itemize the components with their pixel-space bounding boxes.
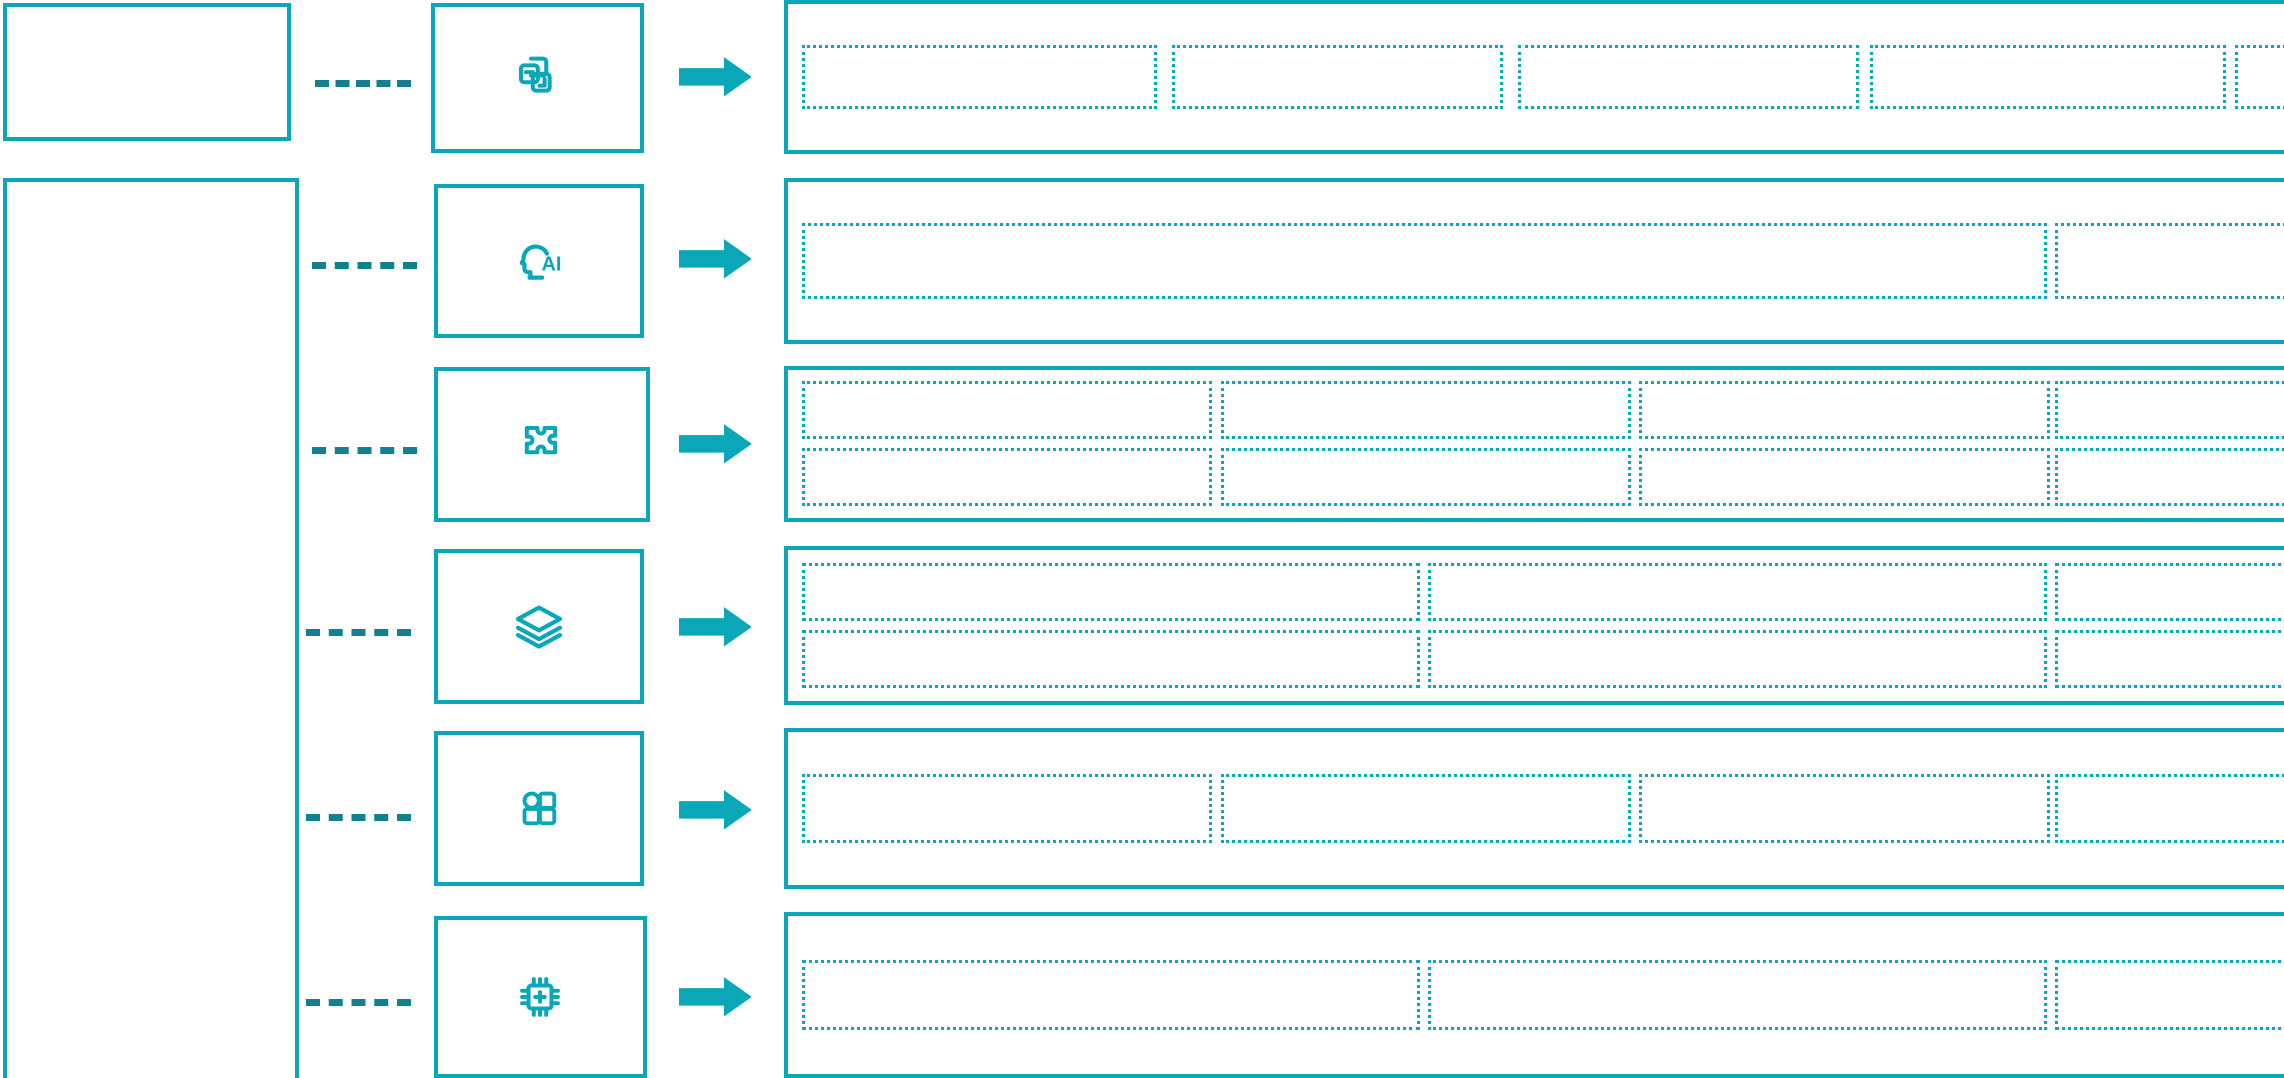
placeholder-slot[interactable] xyxy=(801,45,1158,110)
flow-arrow-row-3 xyxy=(678,422,752,466)
placeholder-slot[interactable] xyxy=(2055,380,2284,440)
left-group-container-group-main xyxy=(2,177,299,1078)
overlapping-windows-icon xyxy=(510,51,564,105)
content-panel-row-4 xyxy=(783,546,2284,706)
icon-tile-row-2[interactable]: AI xyxy=(434,183,644,338)
dashed-connector-connector-4 xyxy=(305,629,411,637)
placeholder-slot[interactable] xyxy=(1220,380,1631,440)
placeholder-slot[interactable] xyxy=(1428,959,2047,1030)
puzzle-piece-icon xyxy=(515,417,569,471)
placeholder-slot[interactable] xyxy=(801,959,1420,1030)
placeholder-slot[interactable] xyxy=(1220,447,1631,507)
placeholder-slot[interactable] xyxy=(801,222,2047,299)
icon-tile-row-3[interactable] xyxy=(434,367,650,522)
flow-arrow-row-4 xyxy=(678,605,752,649)
placeholder-slot[interactable] xyxy=(1220,773,1631,844)
svg-text:AI: AI xyxy=(541,253,561,275)
placeholder-slot[interactable] xyxy=(1171,45,1504,110)
panel-slot-row xyxy=(801,222,2284,299)
placeholder-slot[interactable] xyxy=(2055,222,2284,299)
placeholder-slot[interactable] xyxy=(2055,773,2284,844)
dashed-connector-connector-6 xyxy=(305,999,411,1007)
placeholder-slot[interactable] xyxy=(1639,447,2050,507)
app-grid-icon xyxy=(513,782,565,834)
placeholder-slot[interactable] xyxy=(1639,773,2050,844)
content-panel-row-6 xyxy=(783,911,2284,1078)
flow-arrow-row-2 xyxy=(678,237,752,281)
placeholder-slot[interactable] xyxy=(801,563,1420,622)
dashed-connector-connector-5 xyxy=(305,814,411,822)
placeholder-slot[interactable] xyxy=(2055,447,2284,507)
panel-slot-row xyxy=(801,380,2284,440)
placeholder-slot[interactable] xyxy=(2234,45,2284,110)
dashed-connector-connector-2 xyxy=(311,262,417,270)
icon-tile-row-6[interactable] xyxy=(434,916,647,1078)
placeholder-slot[interactable] xyxy=(801,773,1212,844)
flow-arrow-row-1 xyxy=(678,55,752,99)
left-group-container-group-top xyxy=(2,2,292,142)
content-panel-row-5 xyxy=(783,728,2284,889)
flow-arrow-row-6 xyxy=(678,975,752,1019)
placeholder-slot[interactable] xyxy=(801,380,1212,440)
dashed-connector-connector-3 xyxy=(311,447,417,455)
placeholder-slot[interactable] xyxy=(2055,563,2284,622)
placeholder-slot[interactable] xyxy=(801,447,1212,507)
panel-slot-row xyxy=(801,447,2284,507)
panel-slot-row xyxy=(801,630,2284,689)
content-panel-row-2 xyxy=(783,177,2284,344)
content-panel-row-3 xyxy=(783,365,2284,522)
placeholder-slot[interactable] xyxy=(1428,630,2047,689)
icon-tile-row-1[interactable] xyxy=(431,2,644,153)
placeholder-slot[interactable] xyxy=(1517,45,1859,110)
panel-slot-row xyxy=(801,45,2284,110)
panel-slot-row xyxy=(801,563,2284,622)
content-panel-row-1 xyxy=(783,0,2284,155)
ai-head-profile-icon: AI xyxy=(511,233,567,289)
placeholder-slot[interactable] xyxy=(1428,563,2047,622)
cpu-chip-plus-icon xyxy=(513,970,567,1024)
flow-arrow-row-5 xyxy=(678,788,752,832)
panel-slot-row xyxy=(801,773,2284,844)
dashed-connector-connector-1 xyxy=(314,80,411,88)
placeholder-slot[interactable] xyxy=(1639,380,2050,440)
layers-stack-icon xyxy=(511,598,567,654)
placeholder-slot[interactable] xyxy=(1870,45,2226,110)
placeholder-slot[interactable] xyxy=(801,630,1420,689)
icon-tile-row-4[interactable] xyxy=(434,549,644,704)
icon-tile-row-5[interactable] xyxy=(434,731,644,886)
placeholder-slot[interactable] xyxy=(2055,959,2284,1030)
placeholder-slot[interactable] xyxy=(2055,630,2284,689)
panel-slot-row xyxy=(801,959,2284,1030)
